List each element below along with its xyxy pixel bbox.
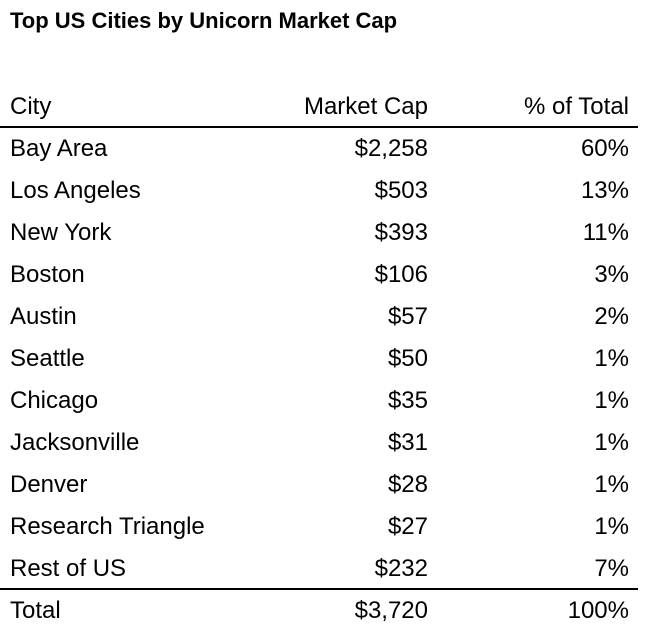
- title: Top US Cities by Unicorn Market Cap: [10, 8, 398, 33]
- column-header: % of Total: [524, 93, 629, 120]
- table-cell: 13%: [580, 177, 629, 204]
- table-cell: 1%: [594, 345, 629, 372]
- table-cell: 1%: [594, 429, 629, 456]
- table-cell: 2%: [594, 303, 629, 330]
- table-cell: 1%: [594, 471, 629, 498]
- table-cell: Research Triangle: [10, 513, 205, 540]
- table-cell: Denver: [10, 471, 88, 498]
- table-cell: Seattle: [10, 345, 85, 372]
- table-cell: Chicago: [10, 387, 99, 414]
- table-cell: $35: [387, 387, 428, 414]
- table-cell: 11%: [582, 219, 629, 246]
- header-rule: [0, 126, 638, 128]
- table-cell: $393: [374, 219, 428, 246]
- table-cell: 1%: [594, 513, 629, 540]
- total-rule: [0, 588, 638, 590]
- table-cell: Jacksonville: [10, 429, 140, 456]
- column-header: City: [10, 93, 52, 120]
- table-cell: $57: [387, 303, 428, 330]
- table-cell: 7%: [594, 555, 629, 582]
- table-cell: $2,258: [354, 135, 428, 162]
- table-cell: Boston: [10, 261, 85, 288]
- table-cell: $28: [387, 471, 428, 498]
- table-cell: Bay Area: [10, 135, 108, 162]
- column-header: Market Cap: [303, 93, 428, 120]
- table-cell: New York: [10, 219, 112, 246]
- table-cell: 3%: [594, 261, 629, 288]
- table-cell: $106: [374, 261, 428, 288]
- table-cell: Austin: [10, 303, 77, 330]
- table-cell: $232: [374, 555, 428, 582]
- table-cell: Los Angeles: [10, 177, 141, 204]
- total-cell: Total: [10, 597, 61, 624]
- table-cell: $27: [387, 513, 428, 540]
- total-cell: $3,720: [354, 597, 428, 624]
- table-cell: Rest of US: [10, 555, 127, 582]
- table-cell: 1%: [594, 387, 629, 414]
- table-cell: $31: [387, 429, 428, 456]
- table-cell: 60%: [580, 135, 629, 162]
- table-cell: $50: [387, 345, 428, 372]
- total-cell: 100%: [567, 597, 629, 624]
- table-cell: $503: [374, 177, 428, 204]
